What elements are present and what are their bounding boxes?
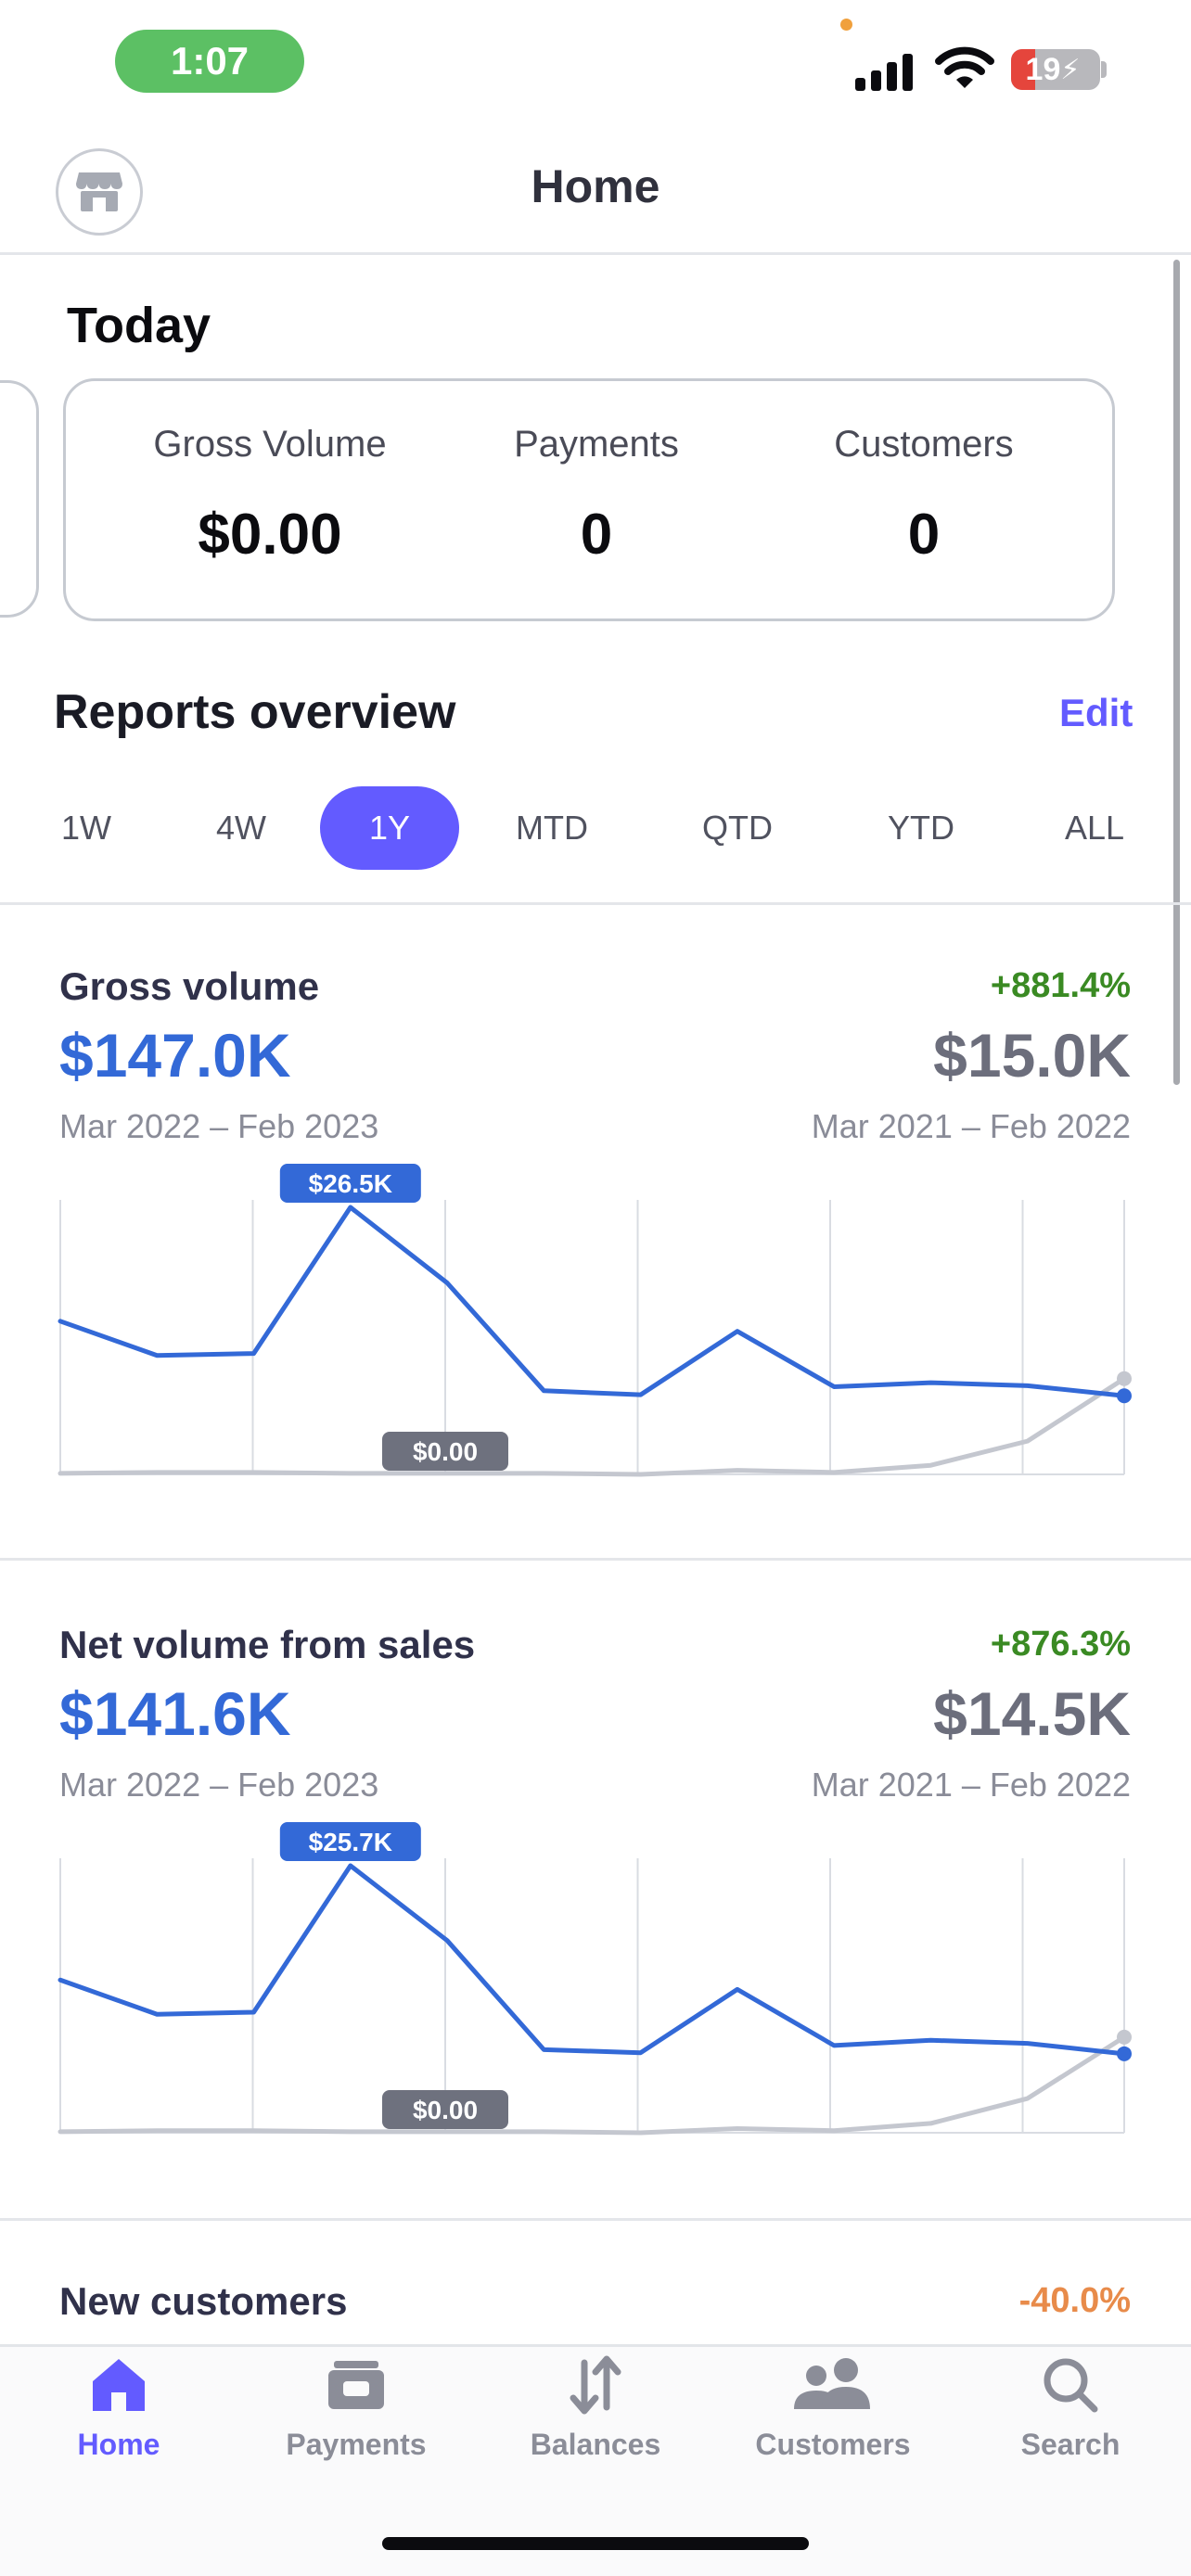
series-line-previous	[58, 2034, 1127, 2136]
baseline-tag-bg	[382, 1432, 508, 1471]
series-end-point-current	[1117, 2046, 1132, 2061]
privacy-indicator-dot	[840, 19, 852, 31]
metric-change: +881.4%	[990, 966, 1131, 1005]
series-line-previous	[58, 1376, 1127, 1477]
home-indicator	[382, 2537, 809, 2550]
baseline-tag-bg	[382, 2090, 508, 2129]
baseline-tag-label: $0.00	[413, 2096, 478, 2124]
balances-icon	[570, 2355, 621, 2415]
payments-icon	[328, 2361, 384, 2409]
tab-payments[interactable]: Payments	[254, 2355, 458, 2504]
metric-change: -40.0%	[1018, 2281, 1131, 2320]
baseline-value-tag: $0.00	[382, 2090, 508, 2129]
tab-home[interactable]: Home	[17, 2355, 221, 2504]
range-tab-ytd[interactable]: YTD	[888, 809, 954, 847]
tab-search[interactable]: Search	[968, 2355, 1172, 2504]
baseline-tag-label: $0.00	[413, 1437, 478, 1466]
metric-title: Gross volume	[59, 964, 320, 1008]
peak-tag-bg	[279, 1822, 421, 1861]
metric-divider	[0, 1558, 1191, 1561]
customers-icon	[794, 2358, 870, 2409]
peak-tag-label: $25.7K	[309, 1828, 392, 1856]
store-switcher-button[interactable]	[56, 148, 143, 236]
baseline-value-tag: $0.00	[382, 1432, 508, 1471]
tab-balances[interactable]: Balances	[493, 2355, 698, 2504]
peak-tag-bg	[279, 1164, 421, 1203]
battery-nub	[1101, 61, 1107, 78]
battery-level: 19	[1025, 51, 1061, 87]
peak-tag-label: $26.5K	[309, 1169, 392, 1198]
stat-value-customers: 0	[907, 503, 941, 567]
metric-divider	[0, 2218, 1191, 2221]
reports-overview-title: Reports overview	[54, 685, 456, 739]
gross-volume-chart: $26.5K $0.00	[58, 1164, 1132, 1477]
metric-previous-period: Mar 2021 – Feb 2022	[811, 1766, 1131, 1804]
series-line-current	[58, 1205, 1127, 1398]
metric-current-period: Mar 2022 – Feb 2023	[59, 1107, 379, 1145]
peak-value-tag: $26.5K	[279, 1164, 421, 1203]
metric-change: +876.3%	[990, 1625, 1131, 1664]
today-summary-card[interactable]: Gross Volume $0.00 Payments 0 Customers …	[63, 378, 1115, 621]
stat-value-gross-volume: $0.00	[198, 503, 342, 567]
page-title: Home	[531, 160, 660, 212]
range-tab-qtd[interactable]: QTD	[702, 809, 773, 847]
metric-previous-period: Mar 2021 – Feb 2022	[811, 1107, 1131, 1145]
tab-label: Payments	[286, 2428, 427, 2461]
range-tab-1w[interactable]: 1W	[61, 809, 111, 847]
scrollbar[interactable]	[1173, 260, 1180, 1085]
stat-value-payments: 0	[580, 503, 613, 567]
metric-current-value: $141.6K	[59, 1679, 291, 1748]
store-icon	[76, 172, 122, 211]
metric-title: New customers	[59, 2279, 348, 2323]
series-end-point-current	[1117, 1388, 1132, 1404]
metric-previous-value: $14.5K	[933, 1679, 1131, 1748]
stat-label-payments: Payments	[514, 424, 679, 465]
series-line-current	[58, 1863, 1127, 2057]
header-divider	[0, 252, 1191, 255]
stat-label-customers: Customers	[834, 424, 1014, 465]
metric-previous-value: $15.0K	[933, 1021, 1131, 1090]
range-tab-all[interactable]: ALL	[1064, 809, 1125, 847]
status-time: 1:07	[115, 30, 304, 93]
tab-label: Customers	[755, 2428, 911, 2461]
metric-current-value: $147.0K	[59, 1021, 291, 1090]
metric-current-period: Mar 2022 – Feb 2023	[59, 1766, 379, 1804]
range-tab-mtd[interactable]: MTD	[516, 809, 588, 847]
tab-label: Search	[1020, 2428, 1121, 2461]
peak-value-tag: $25.7K	[279, 1822, 421, 1861]
wifi-icon	[935, 46, 994, 88]
series-end-point-previous	[1117, 2029, 1132, 2045]
today-card-previous[interactable]	[0, 380, 39, 618]
edit-reports-button[interactable]: Edit	[1059, 691, 1133, 734]
today-title: Today	[67, 298, 211, 353]
stat-label-gross-volume: Gross Volume	[153, 424, 387, 465]
series-end-point-previous	[1117, 1371, 1132, 1386]
range-tab-4w[interactable]: 4W	[216, 809, 266, 847]
tab-label: Balances	[530, 2428, 661, 2461]
home-icon	[93, 2359, 145, 2411]
reports-divider	[0, 902, 1191, 905]
range-tab-1y[interactable]: 1Y	[320, 786, 459, 870]
tab-label: Home	[77, 2428, 160, 2461]
metric-title: Net volume from sales	[59, 1623, 476, 1666]
tab-customers[interactable]: Customers	[731, 2355, 935, 2504]
signal-icon	[855, 54, 913, 91]
net-volume-chart: $25.7K $0.00	[58, 1822, 1132, 2136]
battery-icon: 19 ⚡	[1011, 49, 1100, 90]
search-icon	[1044, 2358, 1098, 2413]
